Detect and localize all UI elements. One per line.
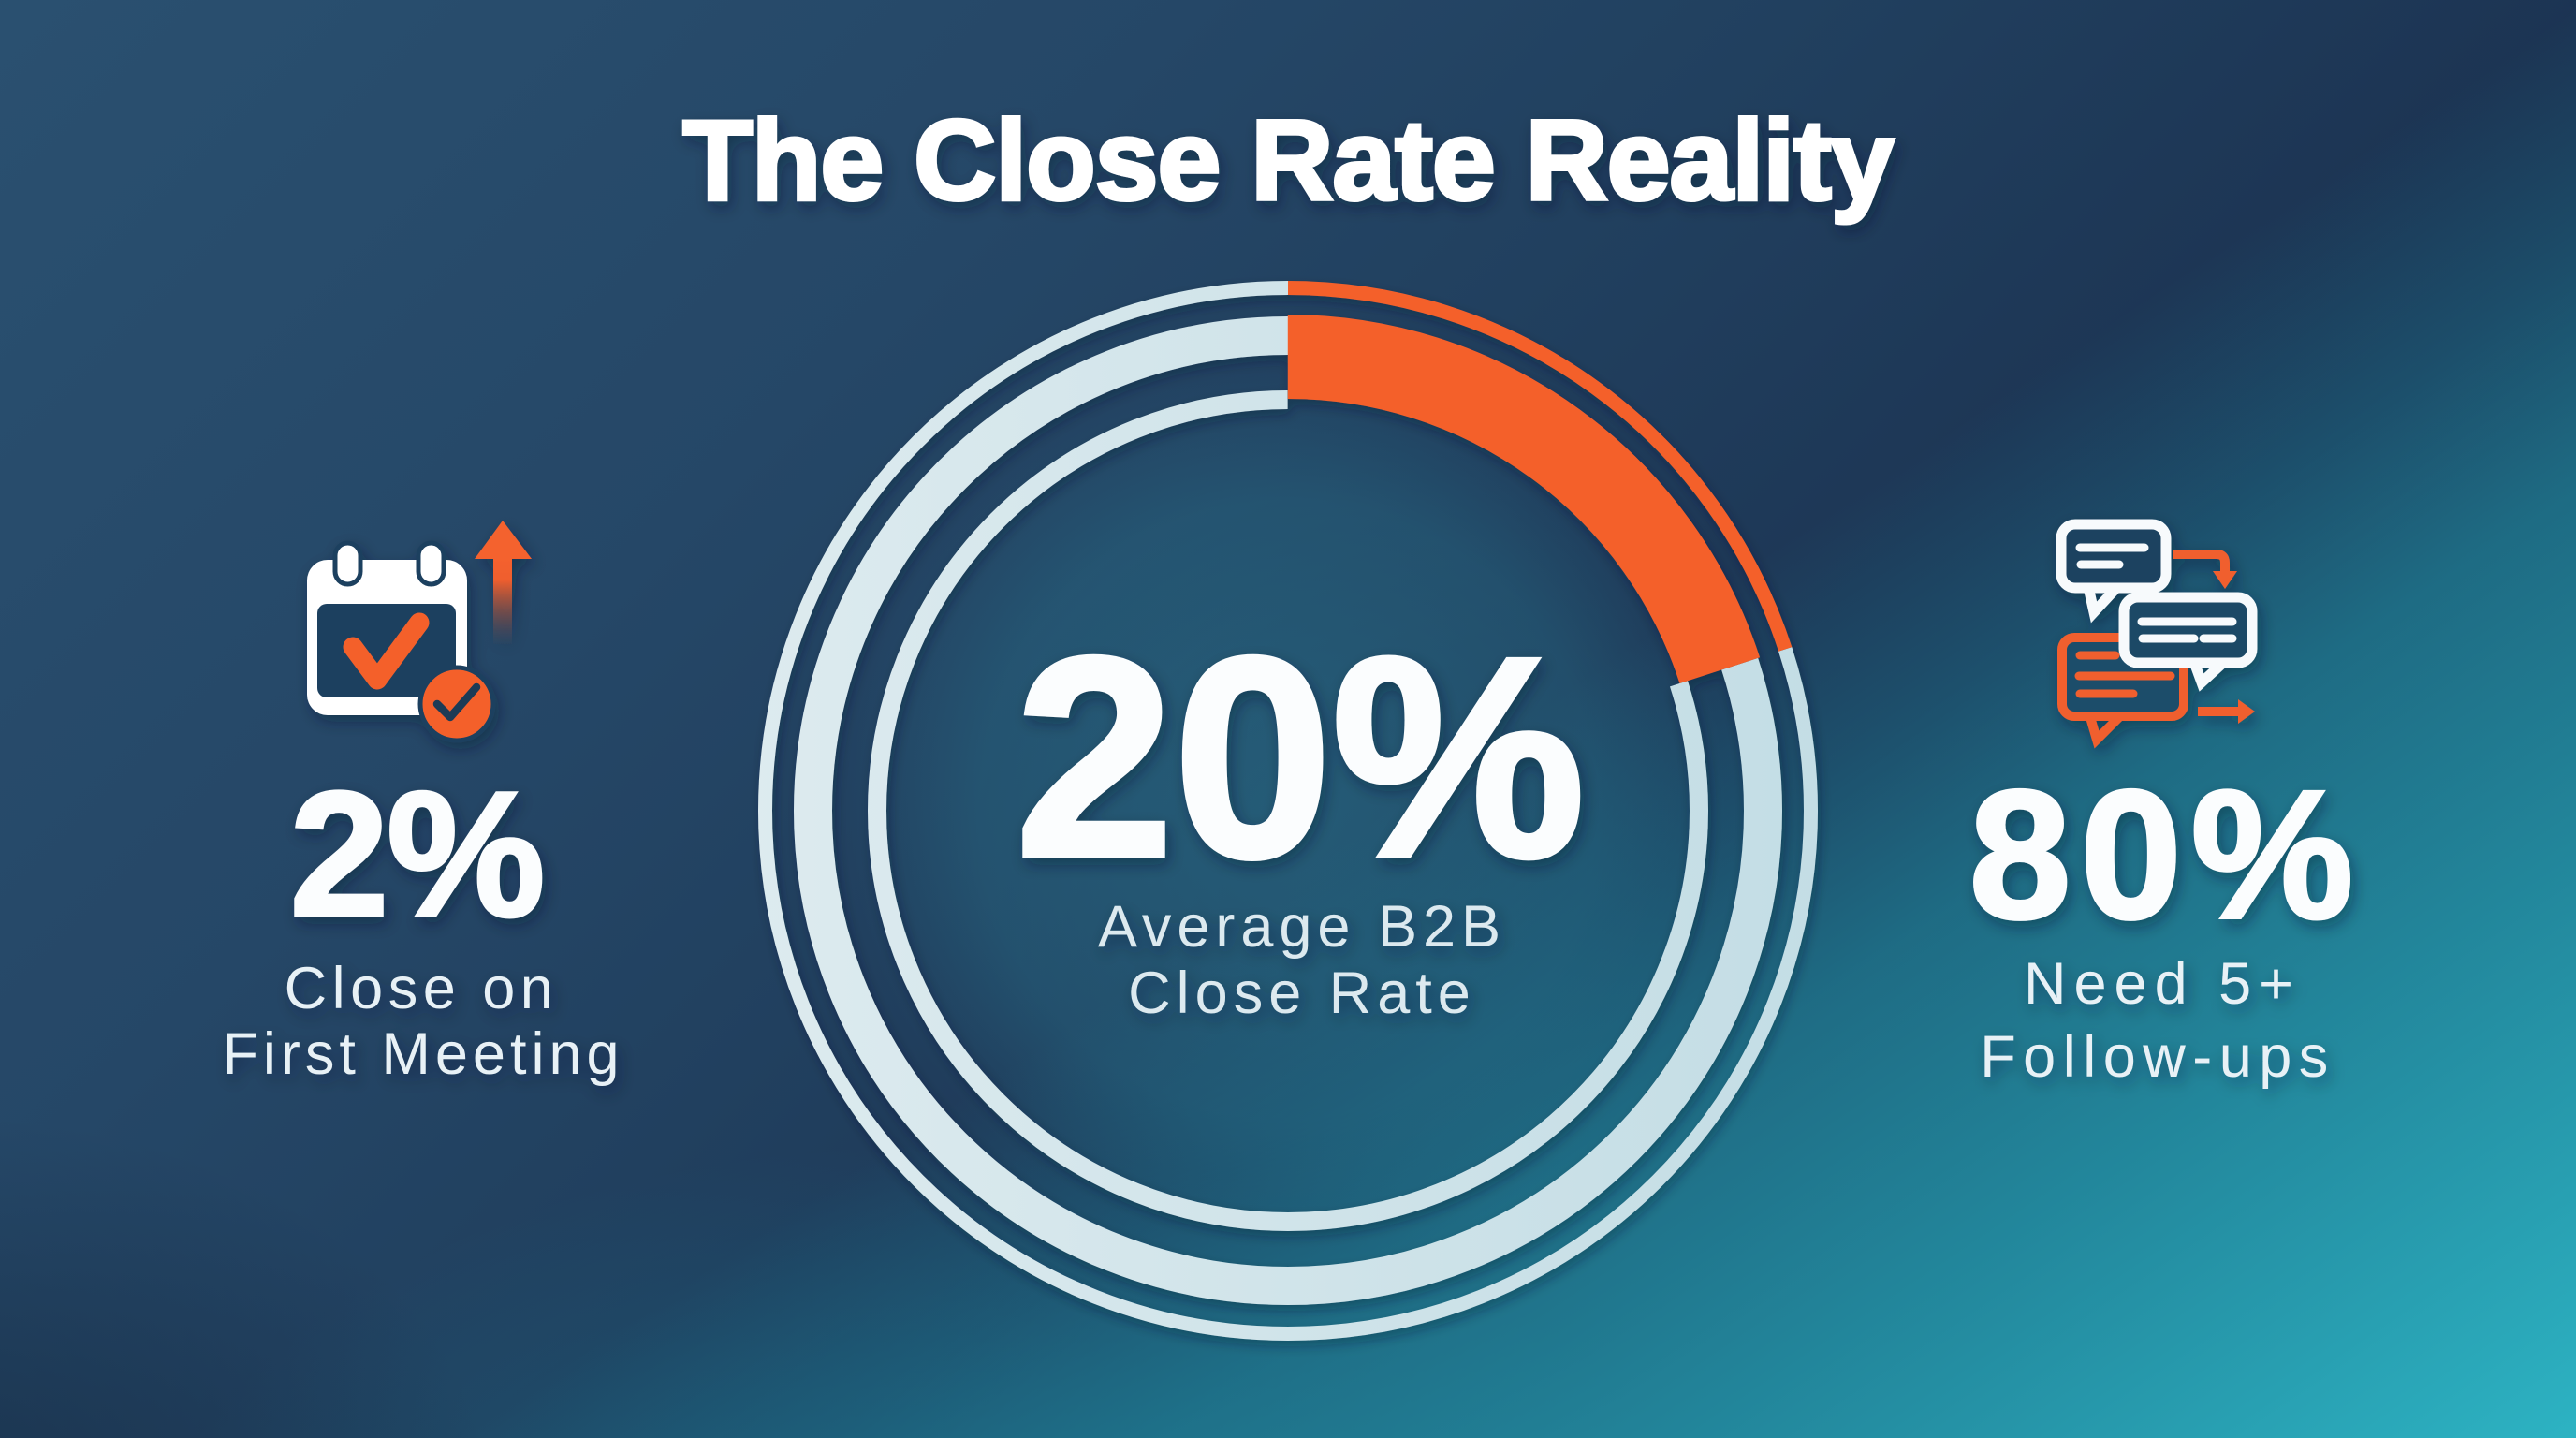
svg-text:The Close Rate Reality: The Close Rate Reality xyxy=(682,96,1894,224)
svg-text:Close on: Close on xyxy=(285,956,559,1021)
svg-text:20%: 20% xyxy=(1016,599,1585,917)
svg-text:Average B2B: Average B2B xyxy=(1098,894,1506,960)
svg-text:2%: 2% xyxy=(290,756,544,954)
svg-text:Close Rate: Close Rate xyxy=(1128,961,1476,1026)
svg-text:Follow-ups: Follow-ups xyxy=(1980,1024,2335,1090)
svg-text:First Meeting: First Meeting xyxy=(222,1021,623,1087)
svg-text:80%: 80% xyxy=(1969,753,2363,957)
svg-text:Need 5+: Need 5+ xyxy=(2024,951,2301,1017)
